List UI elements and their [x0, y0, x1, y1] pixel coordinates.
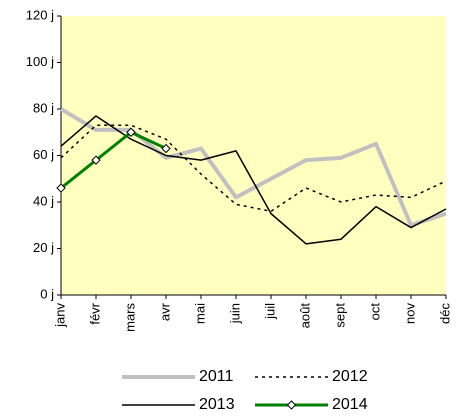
x-tick-label: nov: [402, 303, 417, 324]
series-marker: [161, 143, 171, 154]
legend-item: 2013: [122, 396, 235, 413]
y-tick-label: 80 j: [33, 100, 54, 115]
legend-label: 2013: [199, 396, 235, 413]
legend-marker: [286, 400, 297, 410]
x-tick-label: juil: [262, 303, 277, 320]
x-tick-label: janv: [52, 303, 67, 328]
plot-area: [61, 16, 446, 295]
y-tick-label: 100 j: [26, 54, 54, 69]
x-tick-label: sept: [332, 303, 347, 328]
y-tick-label: 120 j: [26, 7, 54, 22]
x-tick-label: juin: [227, 303, 242, 324]
x-tick-label: mai: [192, 303, 207, 324]
legend-label: 2012: [332, 368, 368, 385]
x-tick-label: août: [297, 303, 312, 329]
legend-label: 2011: [199, 368, 234, 385]
y-tick-label: 20 j: [33, 240, 54, 255]
series-line: [60, 124, 447, 213]
legend-item: 2011: [122, 368, 234, 385]
series-marker: [126, 127, 136, 137]
legend-item: 2012: [255, 368, 368, 385]
series-marker: [56, 183, 66, 193]
series-marker: [91, 155, 101, 165]
x-tick-label: déc: [437, 303, 452, 324]
x-tick-label: oct: [367, 303, 382, 321]
x-tick-label: mars: [122, 303, 137, 332]
legend-label: 2014: [332, 396, 368, 413]
series-line: [59, 107, 447, 228]
y-tick-label: 40 j: [33, 193, 54, 208]
legend-item: 2014: [255, 396, 368, 413]
x-tick-label: févr: [87, 302, 102, 324]
series-line: [60, 130, 167, 190]
y-tick-label: 0 j: [40, 286, 54, 301]
x-tick-label: avr: [157, 302, 172, 321]
y-tick-label: 60 j: [33, 147, 54, 162]
